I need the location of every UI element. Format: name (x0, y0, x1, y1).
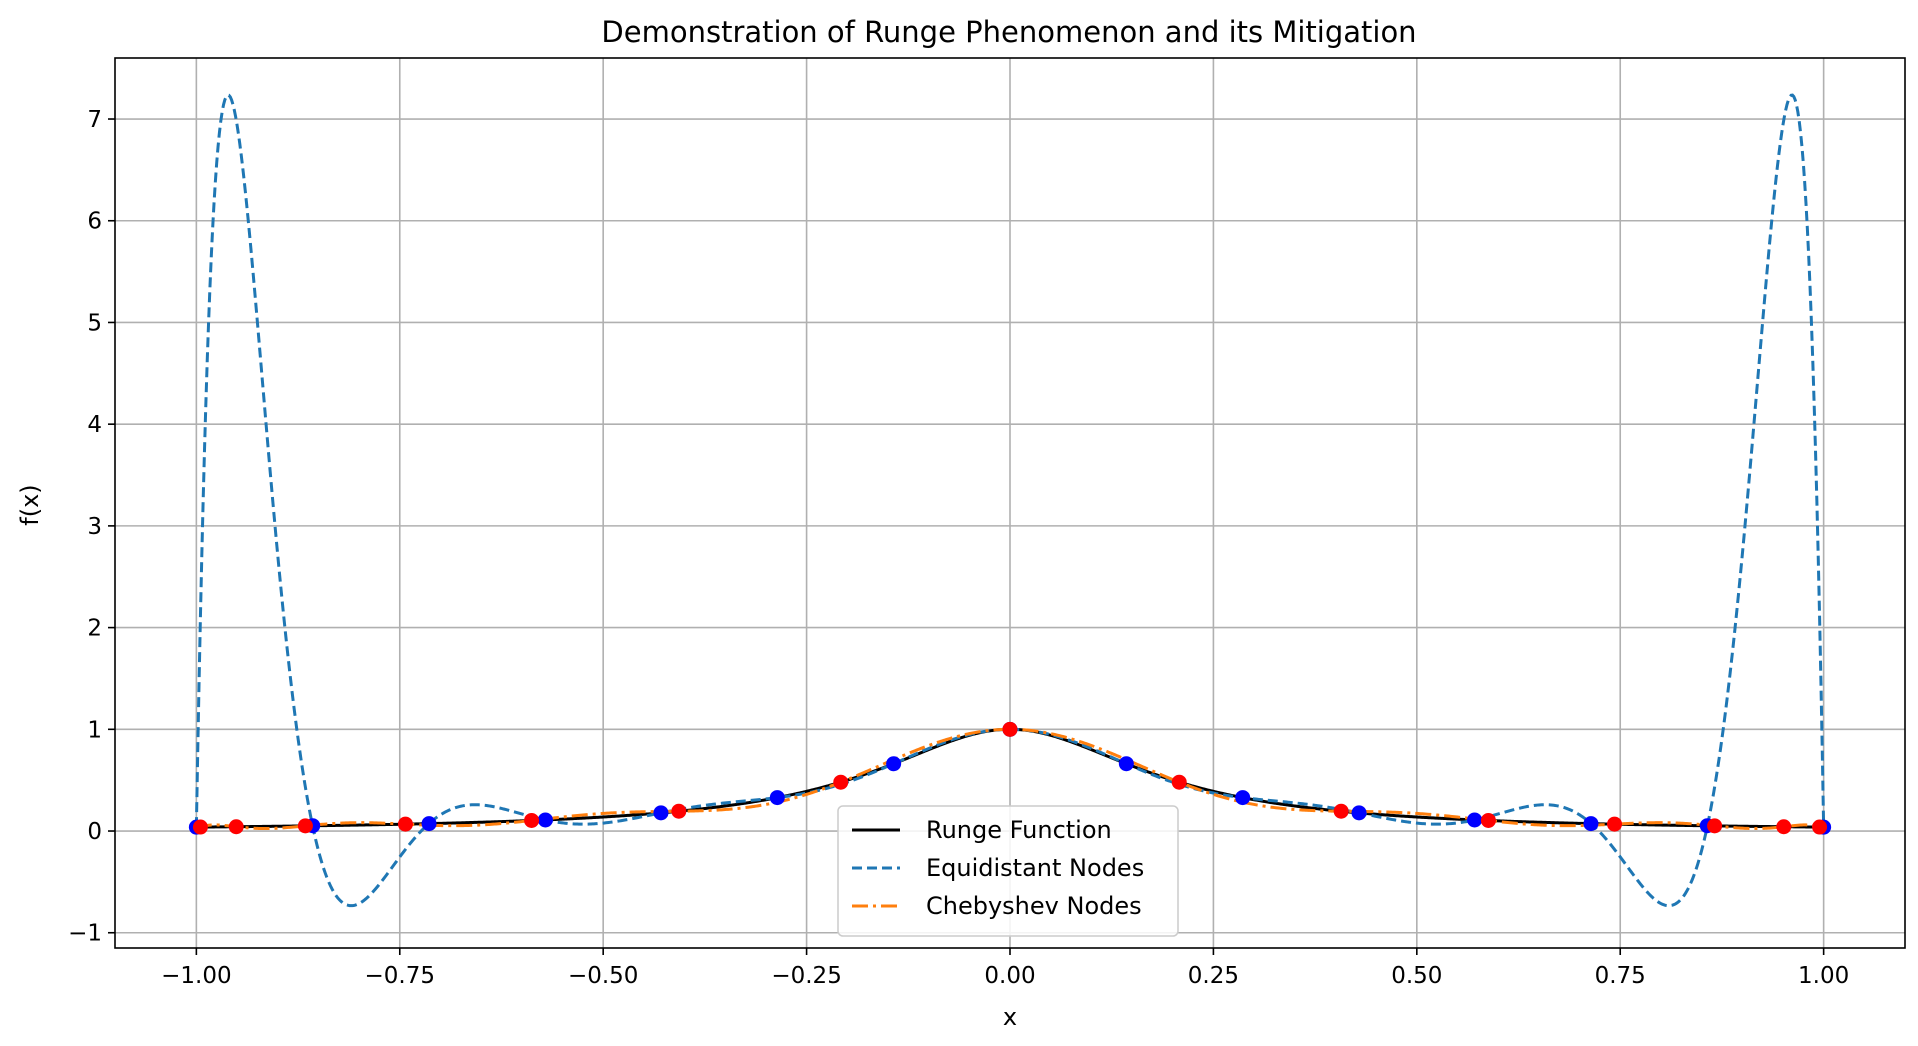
x-tick-label: −0.25 (771, 963, 841, 989)
chebyshev-nodes-marker (1776, 819, 1792, 835)
chebyshev-nodes-marker (192, 819, 208, 835)
x-tick-label: 0.25 (1188, 963, 1239, 989)
chebyshev-nodes-marker (228, 819, 244, 835)
chebyshev-nodes-marker (1480, 812, 1496, 828)
chebyshev-nodes-marker (1333, 803, 1349, 819)
x-tick-label: 1.00 (1798, 963, 1849, 989)
equidistant-nodes-marker (886, 756, 902, 772)
node-markers (188, 721, 1832, 835)
y-axis-ticks: −1 0 1 2 3 4 5 6 7 (68, 107, 115, 947)
equidistant-nodes-marker (653, 805, 669, 821)
equidistant-nodes-marker (1583, 816, 1599, 832)
equidistant-nodes-marker (1351, 805, 1367, 821)
equidistant-nodes-marker (769, 790, 785, 806)
chebyshev-interpolant-line (195, 727, 1825, 831)
x-tick-label: −0.50 (568, 963, 638, 989)
x-tick-label: −0.75 (365, 963, 435, 989)
chebyshev-nodes-marker (671, 803, 687, 819)
chart-title: Demonstration of Runge Phenomenon and it… (601, 15, 1416, 49)
y-tick-label: 3 (87, 514, 102, 540)
x-tick-label: 0.50 (1391, 963, 1442, 989)
legend-label: Equidistant Nodes (926, 854, 1144, 882)
chebyshev-nodes-marker (397, 816, 413, 832)
chebyshev-nodes-marker (524, 812, 540, 828)
y-axis-label: f(x) (16, 484, 44, 525)
y-tick-label: −1 (68, 921, 102, 947)
chebyshev-nodes-marker (1002, 721, 1018, 737)
y-tick-label: 6 (87, 209, 102, 235)
equidistant-nodes-marker (421, 816, 437, 832)
chebyshev-nodes-marker (1607, 816, 1623, 832)
chebyshev-nodes-marker (1812, 819, 1828, 835)
y-tick-label: 4 (87, 412, 102, 438)
x-tick-label: 0.00 (984, 963, 1035, 989)
legend-box (837, 805, 1179, 937)
legend-label: Chebyshev Nodes (926, 892, 1142, 920)
y-tick-label: 2 (87, 616, 102, 642)
equidistant-nodes-marker (1235, 790, 1251, 806)
chebyshev-nodes-marker (297, 818, 313, 834)
legend-label: Runge Function (926, 816, 1112, 844)
x-axis-label: x (1003, 1003, 1017, 1031)
x-tick-label: 0.75 (1595, 963, 1646, 989)
y-tick-label: 7 (87, 107, 102, 133)
chebyshev-nodes-marker (1707, 818, 1723, 834)
chebyshev-nodes-marker (1171, 774, 1187, 790)
chebyshev-nodes-marker (833, 774, 849, 790)
equidistant-nodes-marker (537, 812, 553, 828)
equidistant-nodes-marker (1467, 812, 1483, 828)
legend: Runge Function Equidistant Nodes Chebyshev… (837, 805, 1179, 937)
y-tick-label: 1 (87, 717, 102, 743)
x-axis-ticks: −1.00 −0.75 −0.50 −0.25 0.00 0.25 0.50 0.75 1.00 (161, 948, 1849, 989)
equidistant-nodes-marker (1118, 756, 1134, 772)
y-tick-label: 0 (87, 819, 102, 845)
x-tick-label: −1.00 (161, 963, 231, 989)
y-tick-label: 5 (87, 310, 102, 336)
